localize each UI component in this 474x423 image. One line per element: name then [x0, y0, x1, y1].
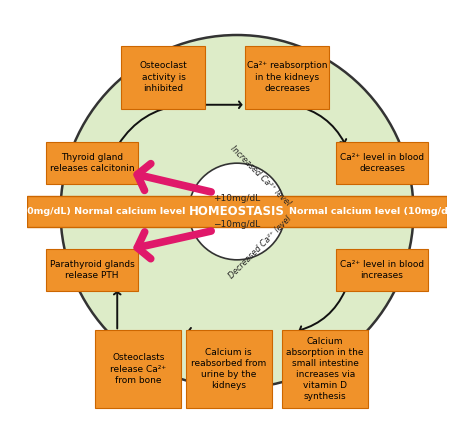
FancyBboxPatch shape: [185, 330, 272, 408]
Text: Increased Ca²⁺ level: Increased Ca²⁺ level: [228, 144, 292, 208]
Text: Parathyroid glands
release PTH: Parathyroid glands release PTH: [50, 260, 135, 280]
FancyBboxPatch shape: [282, 330, 368, 408]
Text: Thyroid gland
releases calcitonin: Thyroid gland releases calcitonin: [50, 153, 134, 173]
Text: Calcium is
reabsorbed from
urine by the
kidneys: Calcium is reabsorbed from urine by the …: [191, 348, 266, 390]
Text: Ca²⁺ level in blood
increases: Ca²⁺ level in blood increases: [340, 260, 424, 280]
FancyBboxPatch shape: [46, 249, 138, 291]
Text: Osteoclast
activity is
inhibited: Osteoclast activity is inhibited: [139, 61, 187, 93]
Bar: [27, 196, 447, 227]
Circle shape: [61, 35, 413, 388]
FancyBboxPatch shape: [336, 249, 428, 291]
FancyBboxPatch shape: [46, 142, 138, 184]
Circle shape: [189, 163, 285, 260]
FancyBboxPatch shape: [121, 46, 206, 109]
FancyBboxPatch shape: [336, 142, 428, 184]
Text: Ca²⁺ level in blood
decreases: Ca²⁺ level in blood decreases: [340, 153, 424, 173]
FancyBboxPatch shape: [246, 46, 329, 109]
Text: Decreased Ca²⁺ level: Decreased Ca²⁺ level: [227, 214, 293, 280]
FancyBboxPatch shape: [95, 330, 182, 408]
Text: Calcium
absorption in the
small intestine
increases via
vitamin D
synthesis: Calcium absorption in the small intestin…: [286, 337, 364, 401]
Text: Osteoclasts
release Ca²⁺
from bone: Osteoclasts release Ca²⁺ from bone: [110, 354, 166, 385]
Text: (10mg/dL) Normal calcium level: (10mg/dL) Normal calcium level: [16, 207, 185, 216]
Text: −10mg/dL: −10mg/dL: [213, 220, 261, 229]
Text: HOMEOSTASIS: HOMEOSTASIS: [189, 205, 285, 218]
Text: Normal calcium level (10mg/dL): Normal calcium level (10mg/dL): [289, 207, 458, 216]
Text: +10mg/dL: +10mg/dL: [213, 194, 261, 203]
Text: Ca²⁺ reabsorption
in the kidneys
decreases: Ca²⁺ reabsorption in the kidneys decreas…: [247, 61, 328, 93]
